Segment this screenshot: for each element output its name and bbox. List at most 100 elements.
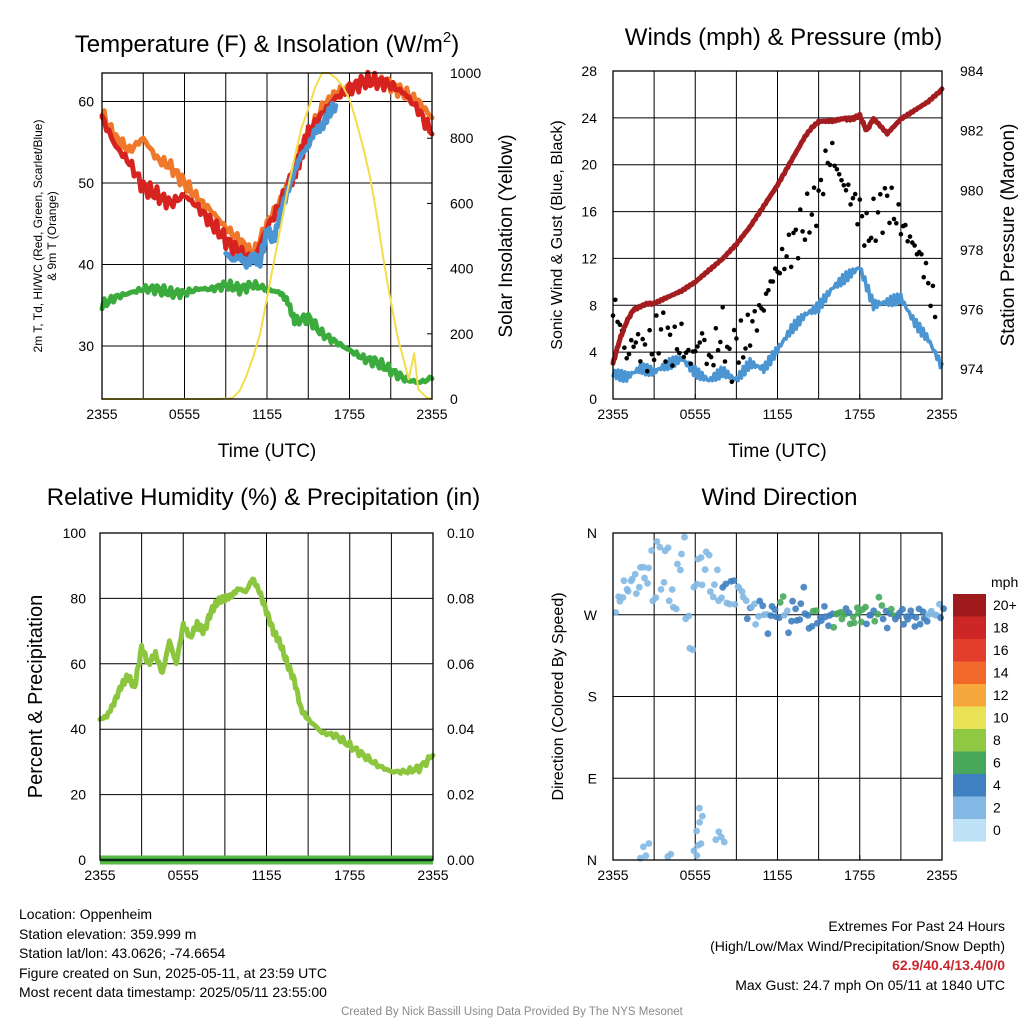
direction-point [738, 588, 746, 596]
direction-point [706, 588, 714, 595]
direction-point [853, 604, 861, 612]
direction-point [742, 597, 750, 605]
direction-point [775, 614, 783, 622]
y-tick-label: 0 [589, 391, 597, 407]
direction-point [696, 819, 703, 826]
gust-point [923, 260, 929, 266]
gust-point [839, 178, 844, 183]
direction-point [937, 614, 944, 622]
gust-point [926, 280, 931, 286]
x-tick-label: 0555 [169, 406, 200, 422]
direction-point [779, 593, 787, 600]
gust-point [752, 309, 757, 314]
gust-point [852, 191, 858, 197]
gust-point [930, 283, 936, 289]
y-tick-label: 8 [589, 297, 597, 313]
gust-point [832, 163, 837, 169]
x-tick-label: 0555 [680, 406, 711, 422]
gust-point [834, 167, 840, 172]
legend-swatch [953, 751, 986, 774]
y-axis-label: Percent & Precipitation [25, 595, 47, 798]
winds-panel: 2355 0555 1155 1755 235504812162024289749769… [549, 24, 1019, 462]
legend-label: 16 [993, 642, 1009, 658]
direction-point [624, 587, 632, 595]
direction-point [657, 586, 665, 593]
y-right-tick-label: 974 [960, 361, 984, 377]
direction-point [887, 605, 895, 613]
direction-point [900, 620, 907, 628]
gust-point [862, 243, 867, 248]
extremes-info: Extremes For Past 24 Hours (High/Low/Max… [710, 917, 1005, 995]
series-line [223, 101, 339, 270]
direction-point [619, 594, 627, 601]
gust-point [699, 331, 705, 336]
gust-point [635, 331, 641, 337]
gust-point [656, 351, 661, 356]
direction-point [730, 577, 738, 584]
gust-point [651, 357, 657, 363]
gust-point [928, 303, 933, 309]
chart-title: Relative Humidity (%) & Precipitation (i… [47, 484, 480, 511]
legend-label: 10 [993, 710, 1009, 726]
y-tick-label: 0 [78, 852, 86, 868]
x-tick-label: 1155 [762, 867, 792, 883]
y-axis-label: & 9m T (Orange) [45, 191, 59, 281]
y-tick-label: 12 [581, 250, 597, 266]
gust-point [708, 354, 714, 360]
gust-point [688, 361, 693, 367]
y-tick-label: 60 [70, 656, 86, 672]
gust-point [903, 222, 908, 228]
gust-point [898, 231, 904, 237]
gust-point [843, 188, 849, 193]
direction-point [681, 533, 688, 541]
gust-point [674, 347, 680, 352]
direction-point [685, 612, 693, 620]
gust-point [642, 342, 648, 347]
y-tick-label: 40 [78, 257, 94, 273]
legend-swatch [953, 661, 986, 684]
y-right-tick-label: 800 [450, 130, 474, 146]
series-line [611, 266, 944, 384]
direction-point [712, 836, 720, 844]
direction-point [821, 603, 828, 610]
gust-point [827, 162, 833, 168]
direction-point [764, 630, 772, 638]
gust-point [766, 288, 771, 293]
x-axis-label: Time (UTC) [728, 441, 827, 462]
y-right-tick-label: 984 [960, 63, 984, 79]
gust-point [695, 344, 700, 349]
gust-point [811, 185, 817, 190]
gust-point [667, 332, 673, 338]
direction-point [797, 600, 805, 608]
y-tick-label: 50 [78, 175, 94, 191]
y-right-tick-label: 0.10 [447, 525, 474, 541]
direction-point [796, 616, 804, 623]
x-tick-label: 1755 [844, 406, 875, 422]
station-elevation: Station elevation: 359.999 m [19, 925, 197, 942]
x-tick-label: 2355 [417, 867, 448, 883]
gust-point [891, 216, 897, 222]
gust-point [921, 274, 926, 280]
speed-color-legend: mph 20+ 18 16 14 12 10 8 6 4 2 0 [953, 574, 1018, 842]
gust-point [731, 327, 737, 333]
direction-point [677, 566, 684, 574]
figure-created: Figure created on Sun, 2025-05-11, at 23… [19, 964, 327, 981]
gust-point [777, 270, 783, 276]
gust-point [800, 229, 805, 234]
gust-point [734, 336, 739, 341]
gust-point [841, 183, 847, 188]
direction-point [883, 624, 891, 632]
legend-swatch [953, 594, 986, 617]
plot-frame [612, 70, 943, 400]
gust-point [836, 172, 842, 177]
x-tick-label: 2355 [926, 406, 957, 422]
y-right-tick-label: 0.04 [447, 721, 474, 737]
gust-point [633, 340, 639, 345]
legend-swatch [953, 616, 986, 639]
series-line [610, 86, 945, 366]
gust-point [677, 350, 682, 356]
gust-point [738, 318, 744, 323]
direction-point [656, 543, 664, 551]
